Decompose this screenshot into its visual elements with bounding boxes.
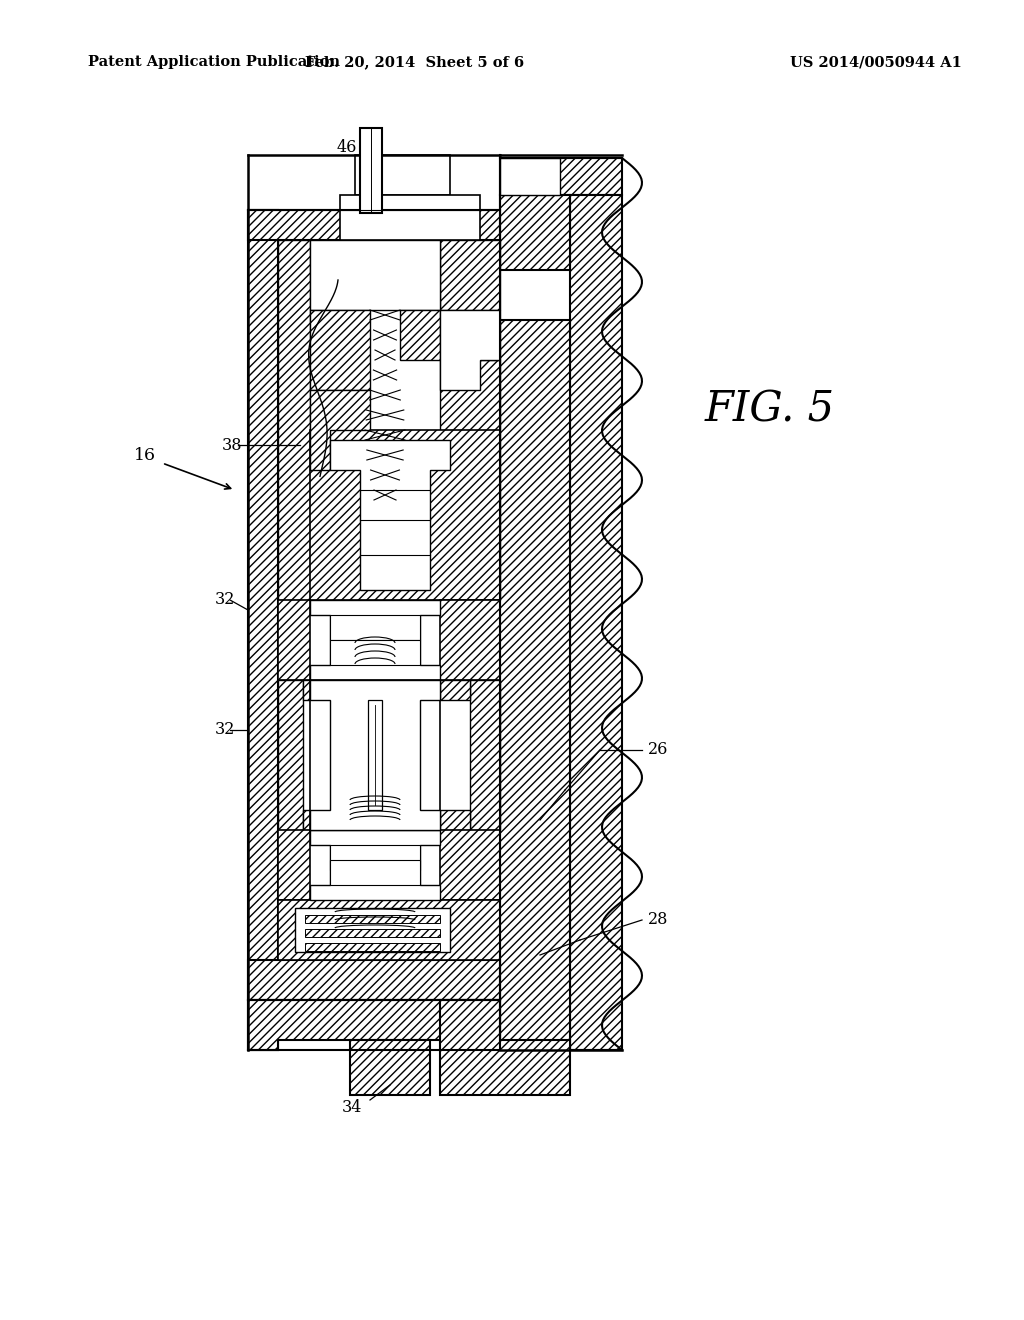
Text: 46: 46 — [337, 140, 357, 157]
Polygon shape — [330, 615, 420, 640]
Polygon shape — [570, 195, 622, 1049]
Text: FIG. 5: FIG. 5 — [705, 389, 835, 432]
Polygon shape — [355, 154, 450, 195]
Text: 32: 32 — [215, 591, 236, 609]
Polygon shape — [278, 680, 303, 830]
Text: 28: 28 — [648, 912, 669, 928]
Polygon shape — [310, 680, 440, 830]
Text: 38: 38 — [222, 437, 243, 454]
Polygon shape — [310, 310, 370, 389]
Polygon shape — [248, 210, 500, 240]
Polygon shape — [440, 830, 500, 900]
Polygon shape — [330, 640, 420, 665]
Text: US 2014/0050944 A1: US 2014/0050944 A1 — [790, 55, 962, 69]
Polygon shape — [330, 861, 420, 884]
Polygon shape — [440, 310, 500, 389]
Polygon shape — [295, 908, 450, 952]
Polygon shape — [310, 830, 440, 900]
Text: 32: 32 — [215, 722, 236, 738]
Polygon shape — [278, 601, 310, 680]
Polygon shape — [310, 680, 440, 830]
Polygon shape — [500, 158, 560, 195]
Polygon shape — [305, 915, 440, 923]
Polygon shape — [500, 195, 570, 271]
Polygon shape — [440, 601, 500, 680]
Polygon shape — [248, 960, 500, 1001]
Text: Feb. 20, 2014  Sheet 5 of 6: Feb. 20, 2014 Sheet 5 of 6 — [305, 55, 524, 69]
Polygon shape — [500, 158, 622, 195]
Polygon shape — [440, 240, 500, 310]
Polygon shape — [303, 680, 310, 700]
Polygon shape — [310, 389, 370, 470]
Polygon shape — [248, 210, 278, 1049]
Polygon shape — [440, 1001, 570, 1096]
Polygon shape — [470, 680, 500, 830]
Polygon shape — [400, 310, 440, 360]
Polygon shape — [350, 1040, 430, 1096]
Polygon shape — [310, 601, 440, 680]
Text: Patent Application Publication: Patent Application Publication — [88, 55, 340, 69]
Polygon shape — [303, 810, 310, 830]
Polygon shape — [340, 195, 480, 240]
Polygon shape — [310, 240, 440, 310]
Text: 26: 26 — [648, 742, 669, 759]
Polygon shape — [248, 1001, 500, 1049]
Polygon shape — [330, 440, 450, 590]
Polygon shape — [278, 900, 500, 960]
Polygon shape — [305, 929, 440, 937]
Bar — [360, 128, 382, 213]
Polygon shape — [500, 319, 570, 1049]
Polygon shape — [305, 942, 440, 950]
Polygon shape — [440, 810, 470, 830]
Polygon shape — [278, 240, 310, 601]
Bar — [368, 700, 382, 810]
Polygon shape — [330, 845, 420, 870]
Text: 16: 16 — [134, 446, 156, 463]
Text: 34: 34 — [342, 1100, 362, 1117]
Polygon shape — [310, 430, 500, 601]
Polygon shape — [278, 830, 310, 900]
Polygon shape — [440, 680, 470, 700]
Polygon shape — [440, 360, 500, 601]
